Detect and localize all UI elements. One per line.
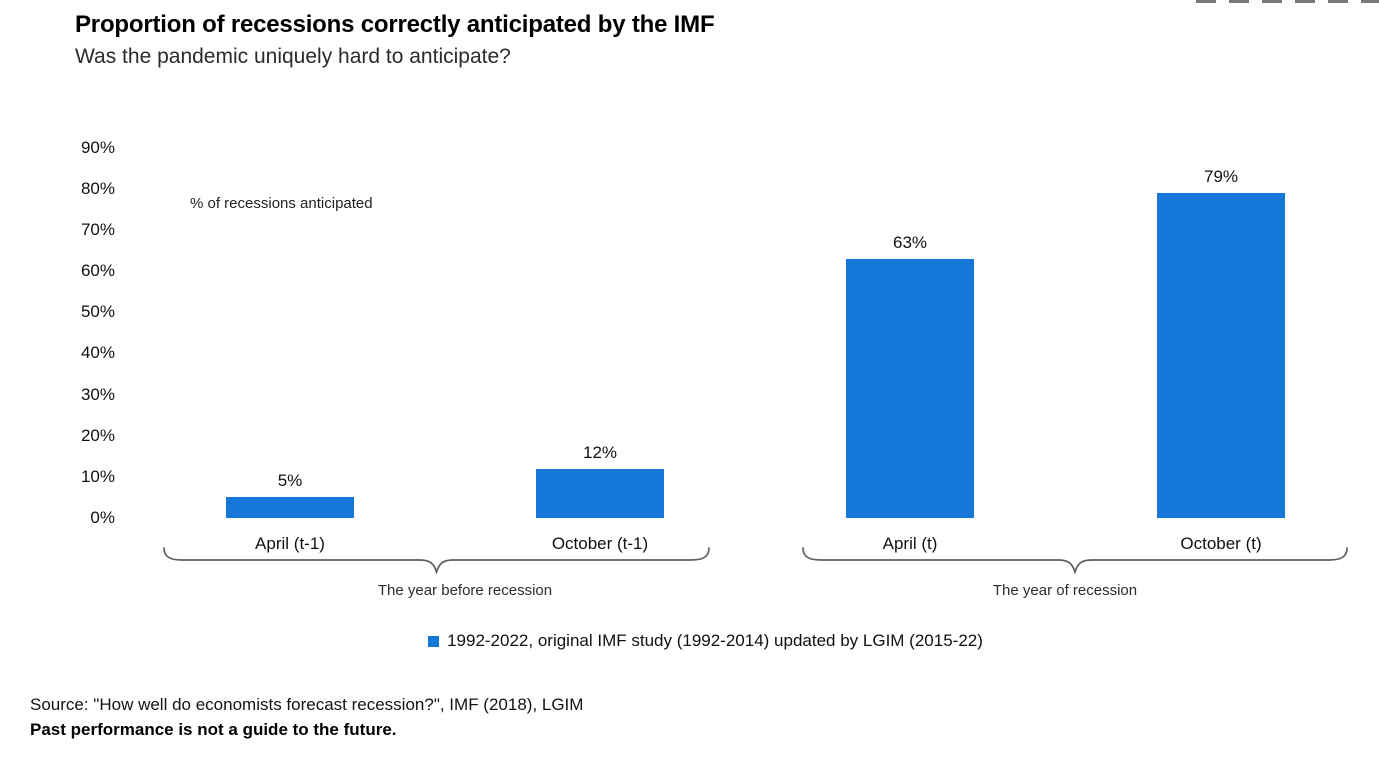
- top-edge-artifact: [1196, 0, 1379, 3]
- group-label-the-year-before-recession: The year before recession: [377, 582, 553, 599]
- chart-legend: 1992-2022, original IMF study (1992-2014…: [32, 631, 1379, 651]
- bar-october-t: [1157, 192, 1285, 518]
- source-text: Source: "How well do economists forecast…: [30, 695, 584, 714]
- legend-swatch-icon: [428, 635, 440, 647]
- brace-the-year-of-recession: [802, 547, 1348, 574]
- y-tick-60: 60%: [80, 261, 115, 281]
- y-tick-20: 20%: [80, 425, 115, 445]
- page-title: Proportion of recessions correctly antic…: [75, 11, 715, 38]
- bar-april-t: [846, 258, 974, 518]
- bar-value-october-t-1: 12%: [582, 442, 618, 462]
- y-tick-40: 40%: [80, 343, 115, 363]
- y-tick-30: 30%: [80, 384, 115, 404]
- y-tick-0: 0%: [90, 508, 115, 527]
- y-tick-90: 90%: [80, 137, 115, 157]
- x-label-april-t: April (t): [882, 534, 938, 553]
- x-label-october-t-1: October (t-1): [551, 534, 649, 553]
- chart-annotation: % of recessions anticipated: [190, 195, 373, 212]
- y-tick-70: 70%: [80, 220, 115, 240]
- x-label-april-t-1: April (t-1): [255, 534, 325, 553]
- brace-the-year-before-recession: [163, 547, 710, 574]
- page-subtitle: Was the pandemic uniquely hard to antici…: [75, 45, 511, 68]
- group-label-the-year-of-recession: The year of recession: [992, 582, 1138, 599]
- disclaimer-text: Past performance is not a guide to the f…: [30, 720, 397, 739]
- bar-value-october-t: 79%: [1203, 166, 1239, 186]
- bar-value-april-t-1: 5%: [277, 471, 303, 491]
- bar-value-april-t: 63%: [892, 232, 928, 252]
- legend-label: 1992-2022, original IMF study (1992-2014…: [447, 631, 983, 650]
- y-tick-50: 50%: [80, 302, 115, 322]
- bar-april-t-1: [226, 497, 354, 518]
- bar-october-t-1: [536, 468, 664, 518]
- y-tick-10: 10%: [80, 466, 115, 486]
- y-tick-80: 80%: [80, 178, 115, 198]
- x-label-october-t: October (t): [1180, 534, 1262, 553]
